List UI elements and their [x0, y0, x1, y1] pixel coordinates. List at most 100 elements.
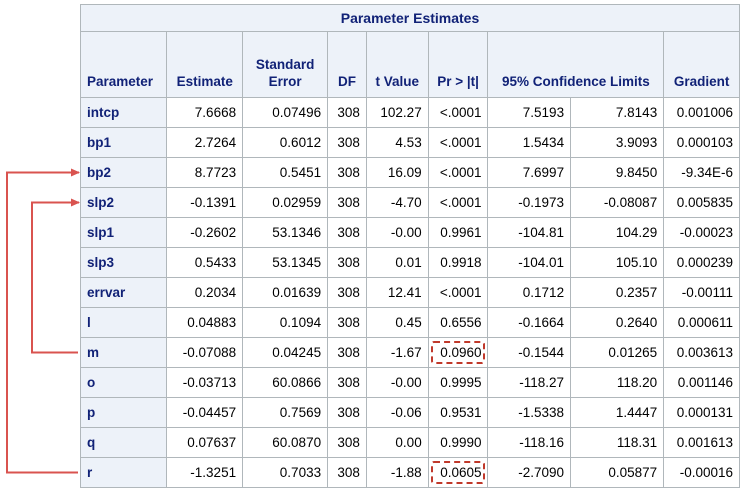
upper-limit-cell: 0.05877	[570, 457, 665, 488]
t-value-cell: 12.41	[365, 277, 429, 308]
parameter-name: slp1	[79, 217, 168, 248]
parameter-name: bp1	[79, 127, 168, 158]
std-error-cell: 0.7569	[242, 397, 329, 428]
estimate-cell: 7.6668	[166, 97, 244, 128]
p-value-cell: <.0001	[427, 187, 489, 218]
col-header-confidence-limits: 95% Confidence Limits	[487, 31, 665, 98]
lower-limit-cell: -104.01	[487, 247, 572, 278]
upper-limit-cell: 0.2357	[570, 277, 665, 308]
t-value-cell: 16.09	[365, 157, 429, 188]
col-header-df: DF	[327, 31, 367, 98]
df-cell: 308	[327, 157, 367, 188]
t-value-cell: 0.01	[365, 247, 429, 278]
std-error-cell: 60.0870	[242, 427, 329, 458]
gradient-cell: 0.000131	[663, 397, 740, 428]
arrow-m-to-slp2	[31, 198, 80, 354]
upper-limit-cell: -0.08087	[570, 187, 665, 218]
parameter-name: bp2	[79, 157, 168, 188]
estimate-cell: 0.04883	[166, 307, 244, 338]
table-row: slp3 0.5433 53.1345 308 0.01 0.9918 -104.01 105…	[79, 247, 740, 278]
std-error-cell: 0.04245	[242, 337, 329, 368]
gradient-cell: -0.00016	[663, 457, 740, 488]
parameter-estimates-panel: Parameter Estimates Parameter Estimate S…	[79, 4, 740, 488]
std-error-cell: 0.02959	[242, 187, 329, 218]
parameter-name: o	[79, 367, 168, 398]
t-value-cell: 4.53	[365, 127, 429, 158]
gradient-cell: -0.00111	[663, 277, 740, 308]
upper-limit-cell: 118.31	[570, 427, 665, 458]
estimate-cell: 2.7264	[166, 127, 244, 158]
std-error-cell: 0.1094	[242, 307, 329, 338]
gradient-cell: -0.00023	[663, 217, 740, 248]
upper-limit-cell: 7.8143	[570, 97, 665, 128]
table-row: bp1 2.7264 0.6012 308 4.53 <.0001 1.5434 3.9093…	[79, 127, 740, 158]
p-value-cell: 0.0960	[427, 337, 489, 368]
table-row: slp1 -0.2602 53.1346 308 -0.00 0.9961 -104.81 1…	[79, 217, 740, 248]
table-row: o -0.03713 60.0866 308 -0.00 0.9995 -118.27 118…	[79, 367, 740, 398]
std-error-cell: 0.7033	[242, 457, 329, 488]
std-error-cell: 0.6012	[242, 127, 329, 158]
lower-limit-cell: 1.5434	[487, 127, 572, 158]
parameter-estimates-table: Parameter Estimates Parameter Estimate S…	[79, 4, 740, 488]
parameter-name: m	[79, 337, 168, 368]
gradient-cell: 0.000239	[663, 247, 740, 278]
df-cell: 308	[327, 127, 367, 158]
lower-limit-cell: -2.7090	[487, 457, 572, 488]
gradient-cell: 0.001146	[663, 367, 740, 398]
col-header-standard-error: Standard Error	[242, 31, 329, 98]
lower-limit-cell: 0.1712	[487, 277, 572, 308]
upper-limit-cell: 118.20	[570, 367, 665, 398]
parameter-name: q	[79, 427, 168, 458]
lower-limit-cell: -104.81	[487, 217, 572, 248]
upper-limit-cell: 0.01265	[570, 337, 665, 368]
t-value-cell: -0.06	[365, 397, 429, 428]
df-cell: 308	[327, 337, 367, 368]
t-value-cell: -0.00	[365, 217, 429, 248]
parameter-name: p	[79, 397, 168, 428]
std-error-cell: 60.0866	[242, 367, 329, 398]
t-value-cell: 0.45	[365, 307, 429, 338]
gradient-cell: 0.005835	[663, 187, 740, 218]
table-row: errvar 0.2034 0.01639 308 12.41 <.0001 0.1712 0…	[79, 277, 740, 308]
table-row: p -0.04457 0.7569 308 -0.06 0.9531 -1.5338 1.44…	[79, 397, 740, 428]
table-row: bp2 8.7723 0.5451 308 16.09 <.0001 7.6997 9.845…	[79, 157, 740, 188]
p-value-cell: 0.9995	[427, 367, 489, 398]
df-cell: 308	[327, 277, 367, 308]
table-row: slp2 -0.1391 0.02959 308 -4.70 <.0001 -0.1973-…	[79, 187, 740, 218]
std-error-cell: 0.01639	[242, 277, 329, 308]
estimate-cell: -0.07088	[166, 337, 244, 368]
col-header-parameter: Parameter	[79, 31, 168, 98]
p-value-cell: 0.9918	[427, 247, 489, 278]
arrow-r-to-bp2	[6, 168, 80, 474]
lower-limit-cell: -1.5338	[487, 397, 572, 428]
table-row: r -1.3251 0.7033 308 -1.88 0.0605 -2.7090 0.058…	[79, 457, 740, 488]
parameter-name: intcp	[79, 97, 168, 128]
df-cell: 308	[327, 187, 367, 218]
df-cell: 308	[327, 457, 367, 488]
col-header-gradient: Gradient	[663, 31, 740, 98]
p-value-cell: 0.9961	[427, 217, 489, 248]
df-cell: 308	[327, 217, 367, 248]
df-cell: 308	[327, 247, 367, 278]
parameter-name: r	[79, 457, 168, 488]
estimate-cell: 0.07637	[166, 427, 244, 458]
upper-limit-cell: 0.2640	[570, 307, 665, 338]
lower-limit-cell: 7.5193	[487, 97, 572, 128]
estimate-cell: 8.7723	[166, 157, 244, 188]
p-value-cell: <.0001	[427, 127, 489, 158]
table-body: intcp 7.6668 0.07496 308 102.27 <.0001 7.5193 7…	[79, 97, 740, 488]
lower-limit-cell: -118.27	[487, 367, 572, 398]
upper-limit-cell: 3.9093	[570, 127, 665, 158]
std-error-cell: 0.5451	[242, 157, 329, 188]
parameter-name: slp2	[79, 187, 168, 218]
col-header-p-value: Pr > |t|	[427, 31, 489, 98]
estimate-cell: -0.2602	[166, 217, 244, 248]
estimate-cell: 0.2034	[166, 277, 244, 308]
estimate-cell: -0.1391	[166, 187, 244, 218]
df-cell: 308	[327, 397, 367, 428]
gradient-cell: 0.000103	[663, 127, 740, 158]
df-cell: 308	[327, 97, 367, 128]
table-row: m -0.07088 0.04245 308 -1.67 0.0960 -0.1544 0.0…	[79, 337, 740, 368]
table-row: l 0.04883 0.1094 308 0.45 0.6556 -0.1664 0.2640…	[79, 307, 740, 338]
